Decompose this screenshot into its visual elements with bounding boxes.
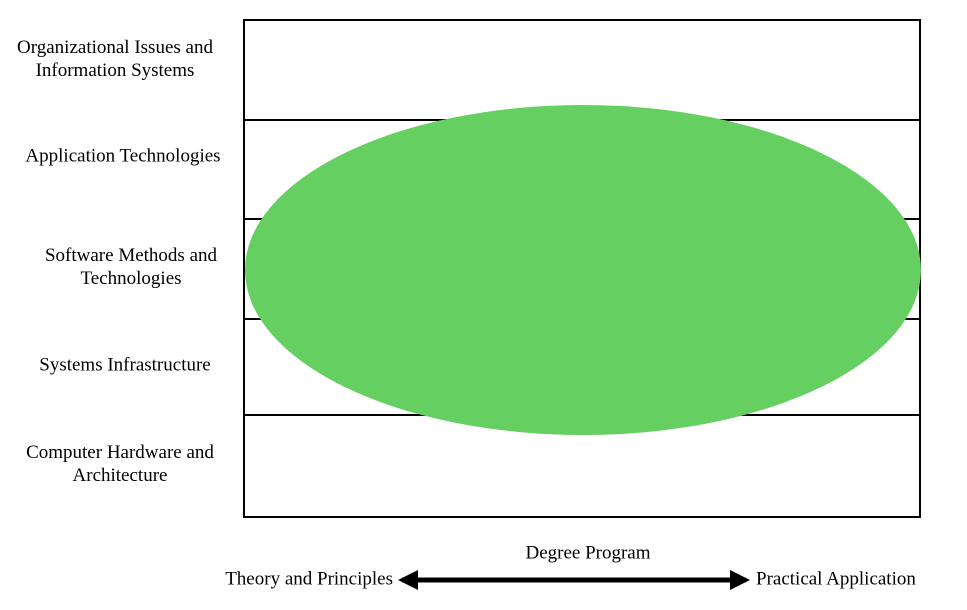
row-label: Information Systems	[36, 60, 195, 81]
row-label: Application Technologies	[25, 145, 220, 166]
row-label: Systems Infrastructure	[39, 354, 210, 375]
row-label: Software Methods and	[45, 245, 218, 266]
row-label: Technologies	[80, 268, 181, 289]
row-label: Computer Hardware and	[26, 442, 214, 463]
axis-title: Degree Program	[525, 542, 650, 563]
axis-left-label: Theory and Principles	[225, 568, 393, 589]
coverage-ellipse	[245, 105, 921, 435]
axis-right-label: Practical Application	[756, 568, 916, 589]
row-label: Organizational Issues and	[17, 37, 213, 58]
row-label: Architecture	[73, 465, 168, 486]
